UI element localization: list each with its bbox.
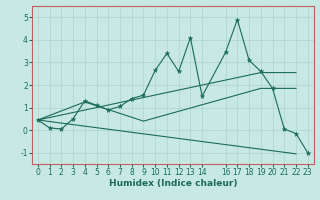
X-axis label: Humidex (Indice chaleur): Humidex (Indice chaleur)	[108, 179, 237, 188]
